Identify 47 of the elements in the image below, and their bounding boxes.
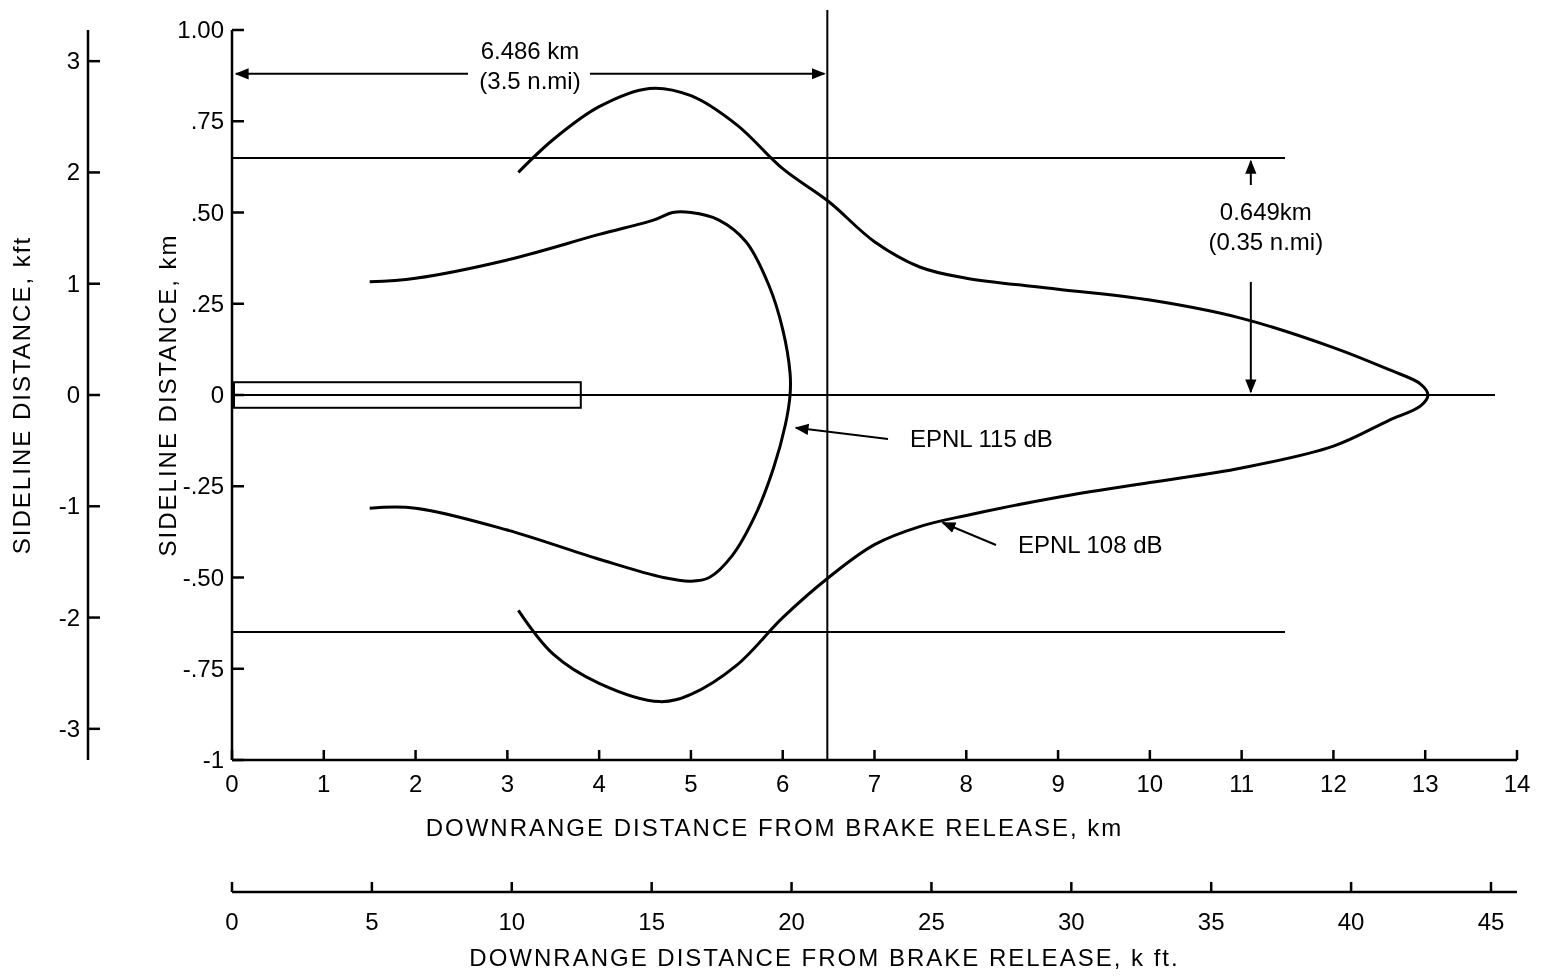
x-axis-title: DOWNRANGE DISTANCE FROM BRAKE RELEASE, km <box>425 814 1124 841</box>
y-tick-label: 1.00 <box>177 16 224 43</box>
annotation: 6.486 km (3.5 n.mi) <box>479 36 581 94</box>
legend-label: EPNL 108 dB <box>1018 531 1163 558</box>
y2-tick-label: 3 <box>66 47 80 75</box>
x-tick-label: 9 <box>1051 770 1065 797</box>
y-tick-label: 0 <box>210 381 224 408</box>
y2-tick-label: 0 <box>66 381 80 408</box>
y2-axis-title: SIDELINE DISTANCE, kft <box>8 235 35 555</box>
legend-label: EPNL 115 dB <box>910 425 1053 452</box>
x-tick-label: 14 <box>1503 770 1531 797</box>
y-tick-label: .25 <box>190 289 224 317</box>
y2-tick-label: 1 <box>66 269 80 297</box>
y-tick-label: -.75 <box>182 654 224 682</box>
x2-tick-label: 30 <box>1057 908 1085 935</box>
x-tick-label: 4 <box>592 770 606 797</box>
x2-tick-label: 20 <box>778 908 805 935</box>
x2-tick-label: 25 <box>918 908 945 935</box>
x-tick-label: 7 <box>867 770 882 797</box>
y-tick-label: -1 <box>202 746 224 773</box>
y2-tick-label: -2 <box>58 603 80 631</box>
x-tick-label: 10 <box>1136 770 1164 797</box>
x-tick-label: 2 <box>408 770 423 797</box>
y-tick-label: -.50 <box>182 563 224 591</box>
y2-tick-label: 2 <box>66 158 80 186</box>
x-tick-label: 1 <box>317 770 331 797</box>
x2-tick-label: 5 <box>365 908 379 935</box>
y-tick-label: .75 <box>190 107 224 135</box>
x2-tick-label: 35 <box>1197 908 1225 935</box>
x2-tick-label: 15 <box>638 908 666 935</box>
x-tick-label: 3 <box>500 770 515 797</box>
y2-tick-label: -3 <box>58 714 80 742</box>
y-axis-title: SIDELINE DISTANCE, km <box>154 233 181 557</box>
x2-tick-label: 40 <box>1337 908 1365 935</box>
y-tick-label: .50 <box>190 198 224 226</box>
x-tick-label: 12 <box>1320 770 1347 797</box>
x-tick-label: 6 <box>776 770 790 797</box>
x-tick-label: 8 <box>959 770 973 797</box>
x-tick-label: 5 <box>684 770 698 797</box>
x-tick-label: 13 <box>1411 770 1439 797</box>
y-tick-label: -.25 <box>182 472 224 500</box>
x-tick-label: 11 <box>1229 770 1255 797</box>
x2-axis-title: DOWNRANGE DISTANCE FROM BRAKE RELEASE, k ft. <box>469 944 1180 971</box>
x2-tick-label: 45 <box>1477 908 1505 935</box>
annotation: 0.649km (0.35 n.mi) <box>1208 198 1324 255</box>
y2-tick-label: -1 <box>58 492 80 520</box>
x2-tick-label: 10 <box>498 908 526 935</box>
